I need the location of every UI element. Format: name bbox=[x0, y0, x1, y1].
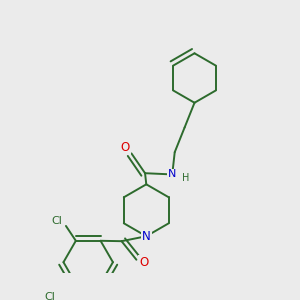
Text: O: O bbox=[139, 256, 148, 269]
Text: Cl: Cl bbox=[52, 216, 63, 226]
Text: N: N bbox=[168, 169, 176, 179]
Text: N: N bbox=[142, 230, 151, 243]
Text: H: H bbox=[182, 173, 190, 183]
Text: Cl: Cl bbox=[44, 292, 55, 300]
Text: O: O bbox=[121, 141, 130, 154]
